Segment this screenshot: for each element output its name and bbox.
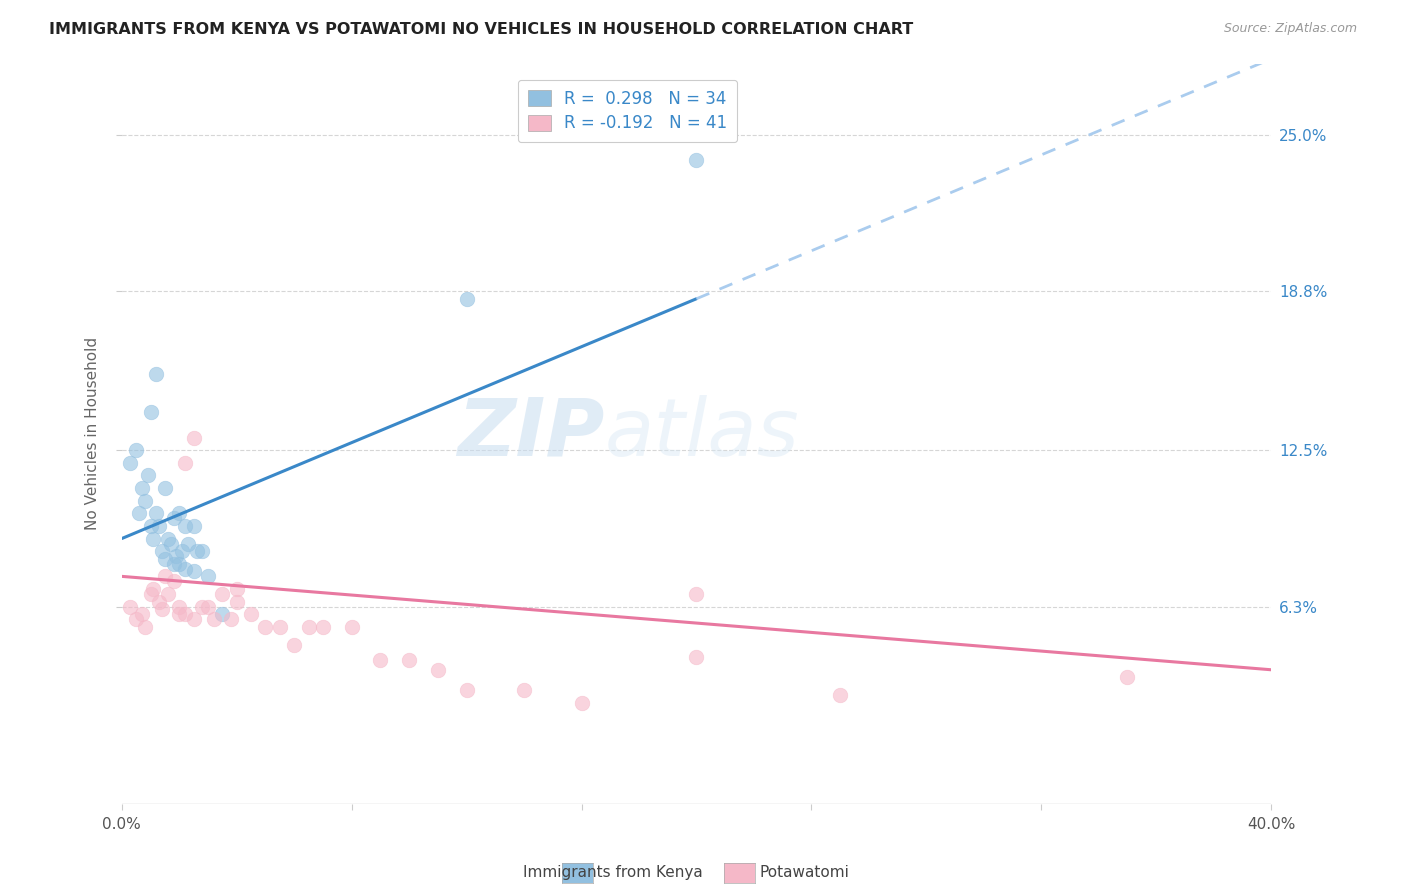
Point [145, 506, 167, 520]
Point [125, 443, 148, 458]
Point [142, 532, 165, 546]
Point [153, 569, 176, 583]
Point [153, 551, 176, 566]
Point [174, 519, 197, 533]
Point [340, 620, 363, 634]
Point [283, 638, 305, 652]
Point [183, 431, 205, 445]
Legend: R =  0.298   N = 34, R = -0.192   N = 41: R = 0.298 N = 34, R = -0.192 N = 41 [517, 79, 737, 143]
Point [183, 519, 205, 533]
Text: Immigrants from Kenya: Immigrants from Kenya [523, 865, 703, 880]
Point [139, 405, 162, 419]
Point [254, 620, 277, 634]
Point [131, 607, 153, 622]
Point [225, 594, 247, 608]
Text: IMMIGRANTS FROM KENYA VS POTAWATOMI NO VEHICLES IN HOUSEHOLD CORRELATION CHART: IMMIGRANTS FROM KENYA VS POTAWATOMI NO V… [49, 22, 914, 37]
Point [148, 594, 170, 608]
Point [150, 602, 173, 616]
Point [169, 599, 191, 614]
Point [312, 620, 335, 634]
Point [148, 519, 170, 533]
Point [211, 587, 233, 601]
Point [156, 532, 179, 546]
Point [197, 569, 219, 583]
Point [685, 153, 707, 167]
Point [197, 599, 219, 614]
Point [159, 536, 181, 550]
Point [174, 562, 197, 576]
Text: Potawatomi: Potawatomi [759, 865, 849, 880]
Point [120, 456, 142, 470]
Point [225, 582, 247, 596]
Point [202, 612, 225, 626]
Point [142, 582, 165, 596]
Point [211, 607, 233, 622]
Point [1116, 670, 1139, 684]
Point [219, 612, 242, 626]
Point [174, 456, 197, 470]
Point [136, 468, 159, 483]
Point [177, 536, 200, 550]
Point [456, 682, 478, 697]
Point [139, 519, 162, 533]
Point [125, 612, 148, 626]
Point [128, 506, 150, 520]
Point [162, 557, 184, 571]
Point [571, 696, 593, 710]
Point [162, 574, 184, 589]
Point [513, 682, 536, 697]
Point [685, 650, 707, 665]
Point [191, 599, 214, 614]
Point [828, 688, 851, 702]
Point [153, 481, 176, 495]
Point [183, 565, 205, 579]
Point [191, 544, 214, 558]
Point [145, 368, 167, 382]
Point [162, 511, 184, 525]
Point [139, 587, 162, 601]
Point [150, 544, 173, 558]
Point [456, 292, 478, 306]
Point [134, 493, 156, 508]
Point [398, 653, 420, 667]
Point [183, 612, 205, 626]
Point [169, 607, 191, 622]
Y-axis label: No Vehicles in Household: No Vehicles in Household [86, 337, 100, 531]
Point [186, 544, 208, 558]
Text: atlas: atlas [605, 395, 799, 473]
Point [156, 587, 179, 601]
Text: Source: ZipAtlas.com: Source: ZipAtlas.com [1223, 22, 1357, 36]
Point [165, 549, 187, 564]
Point [297, 620, 319, 634]
Point [169, 557, 191, 571]
Point [685, 587, 707, 601]
Point [240, 607, 263, 622]
Point [169, 506, 191, 520]
Point [172, 544, 194, 558]
Point [370, 653, 392, 667]
Point [120, 599, 142, 614]
Point [131, 481, 153, 495]
Point [134, 620, 156, 634]
Point [426, 663, 449, 677]
Point [174, 607, 197, 622]
Text: ZIP: ZIP [457, 395, 605, 473]
Point [269, 620, 291, 634]
